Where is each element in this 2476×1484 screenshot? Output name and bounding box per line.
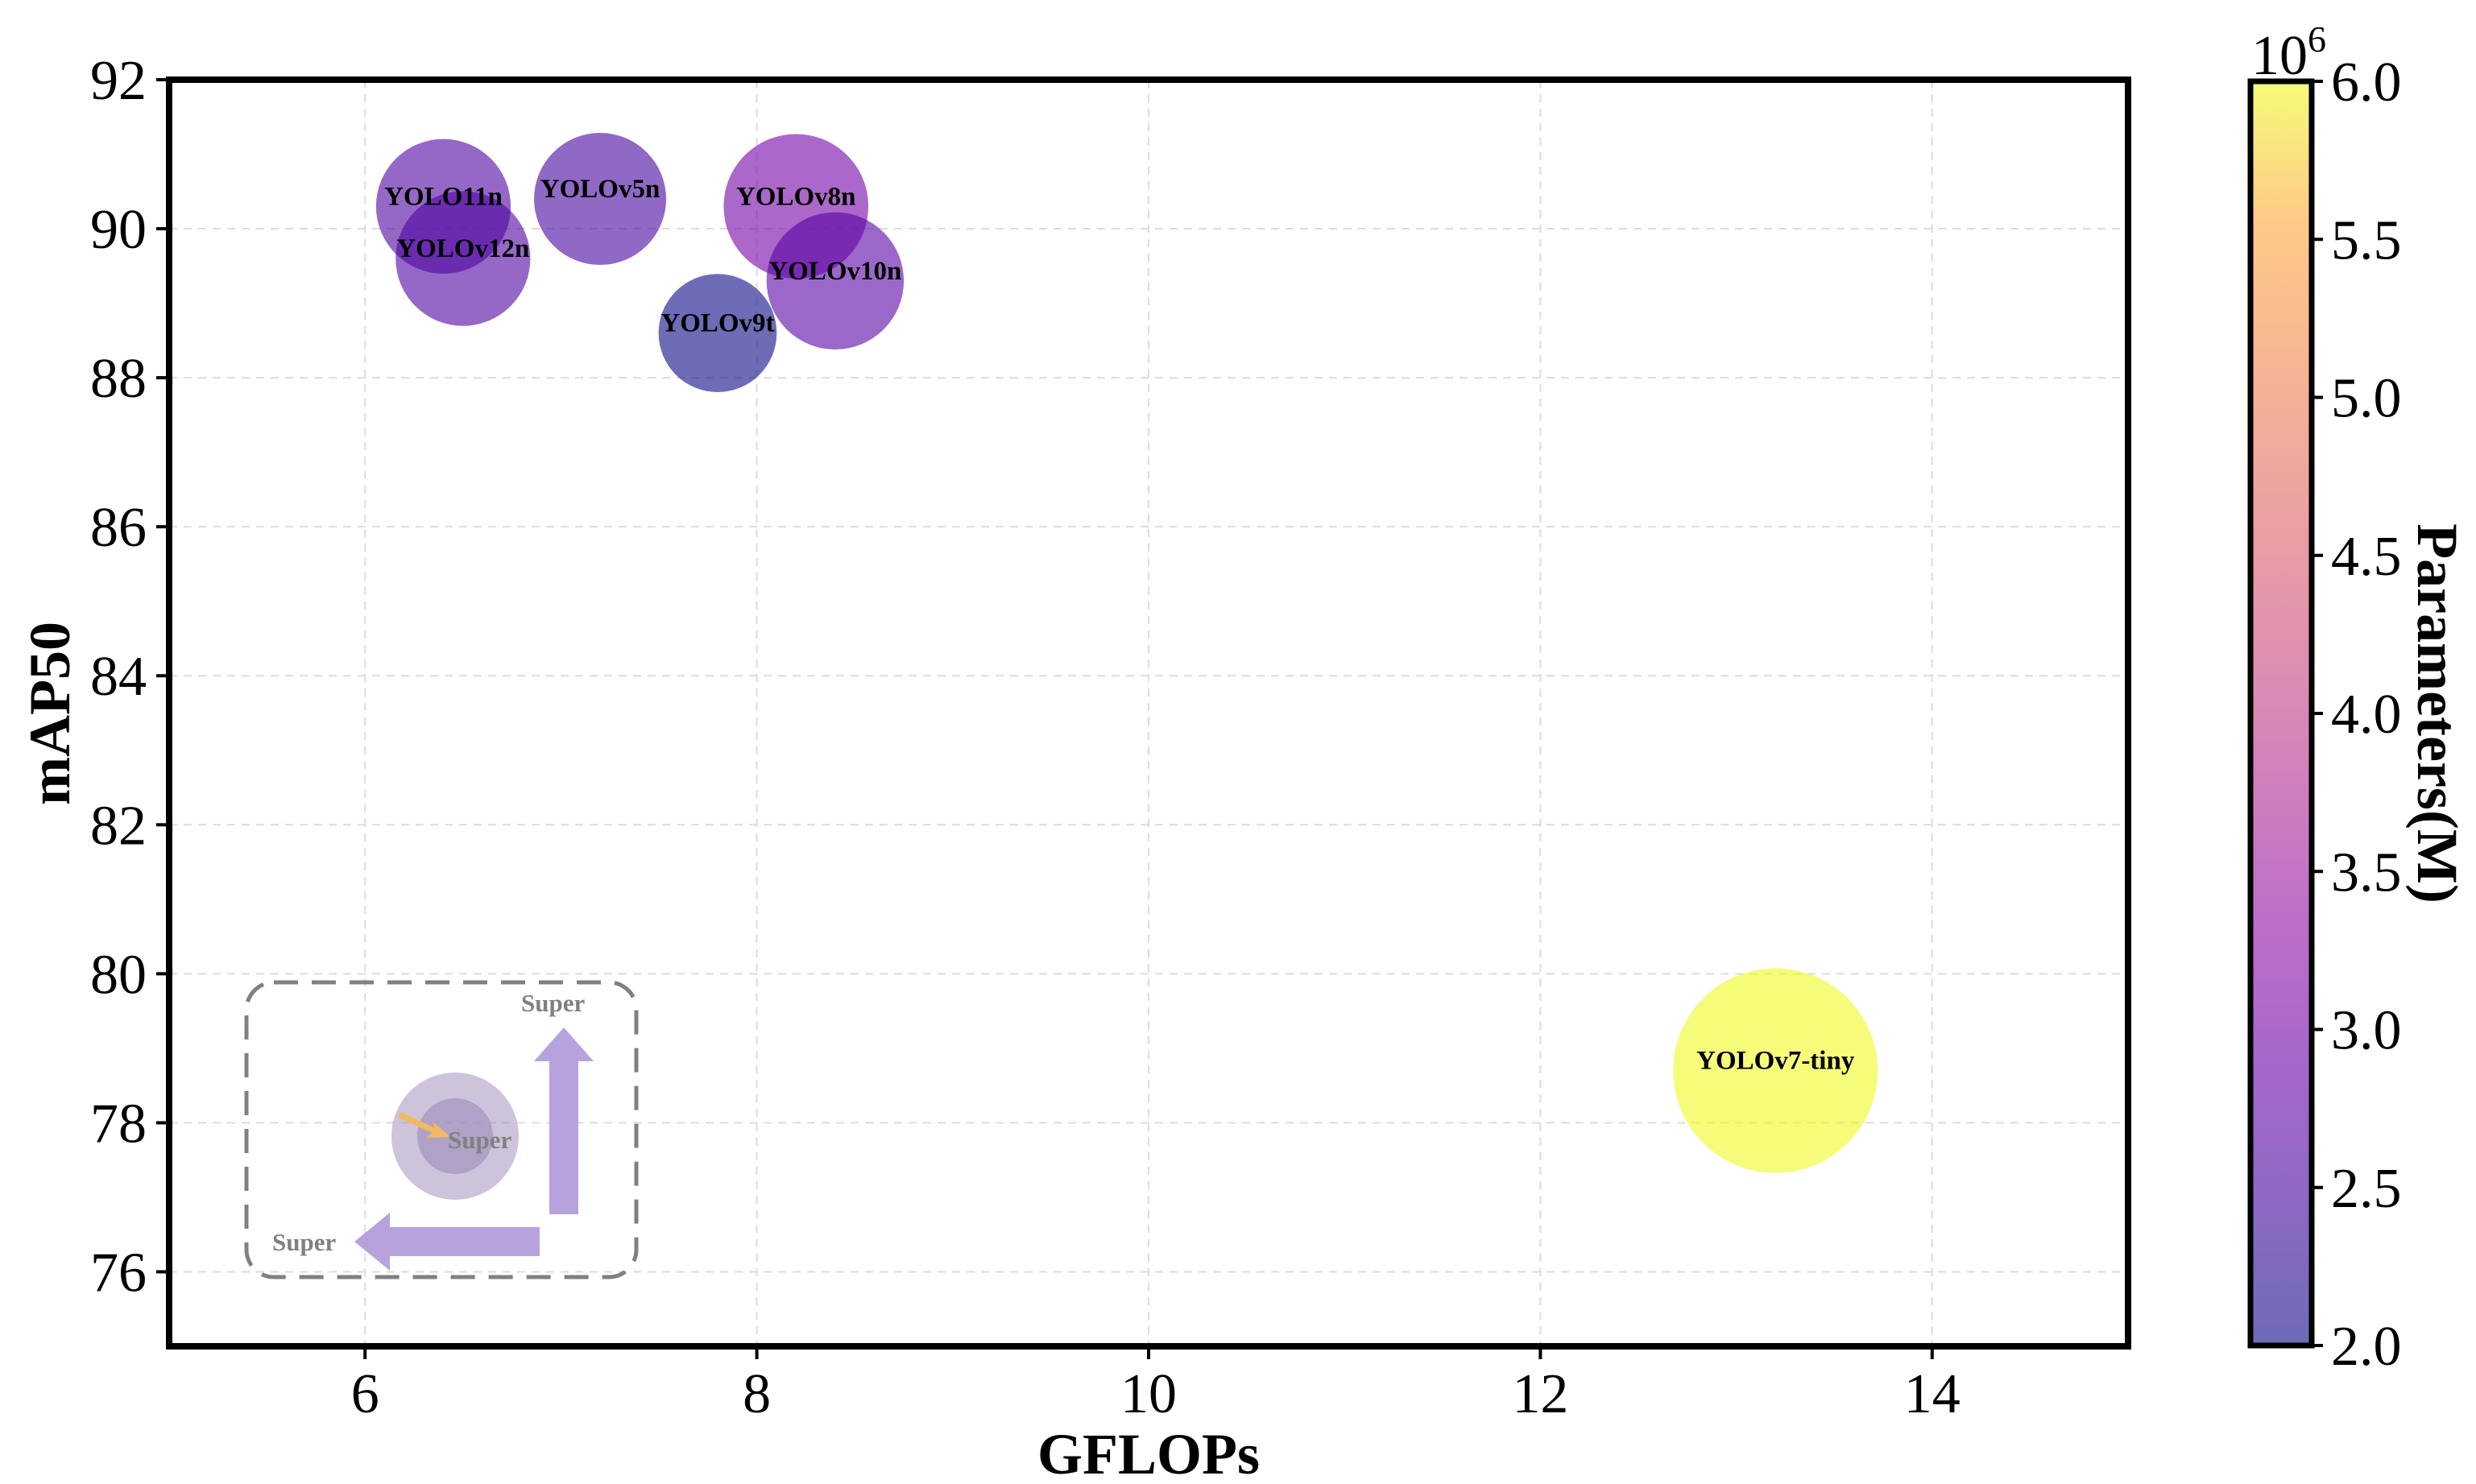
- legend-up-arrow-icon: [534, 1027, 594, 1214]
- x-axis-label: GFLOPs: [1037, 1422, 1260, 1484]
- point-label-yolov9t: YOLOv9t: [660, 309, 774, 338]
- point-label-yolov8n: YOLOv8n: [736, 182, 856, 211]
- colorbar-ticks: 2.0 2.5 3.0 3.5 4.0 4.5 5.0 5.5 6.0: [2312, 52, 2402, 1378]
- y-tick-label: 92: [90, 50, 147, 112]
- colorbar-multiplier: 106: [2251, 19, 2326, 87]
- point-label-yolov5n: YOLOv5n: [540, 175, 660, 204]
- y-tick-label: 88: [90, 348, 147, 410]
- x-tick-label: 10: [1120, 1363, 1177, 1425]
- y-axis-ticks: 76 78 80 82 84 86 88 90 92: [90, 50, 169, 1304]
- legend-label-up: Super: [521, 989, 585, 1017]
- legend-left-arrow-icon: [354, 1213, 540, 1271]
- legend-label-left: Super: [272, 1228, 336, 1256]
- legend-label-center: Super: [448, 1126, 511, 1154]
- data-point-yolov10n: [766, 212, 905, 350]
- colorbar-tick-label: 5.0: [2331, 368, 2402, 430]
- point-label-yolov7-tiny: YOLOv7-tiny: [1696, 1047, 1855, 1076]
- legend-inner-circle: [417, 1098, 493, 1174]
- colorbar-tick-label: 6.0: [2331, 52, 2402, 114]
- colorbar-tick-label: 4.0: [2331, 684, 2402, 746]
- y-tick-label: 82: [90, 795, 147, 857]
- y-tick-label: 80: [90, 944, 147, 1006]
- data-point-yolov5n: [534, 133, 667, 266]
- point-label-yolov12n: YOLOv12n: [396, 234, 529, 263]
- colorbar-tick-label: 4.5: [2331, 526, 2402, 588]
- y-tick-label: 84: [90, 646, 147, 708]
- data-point-yolov12n: [395, 191, 531, 326]
- data-point-yolov7-tiny: [1673, 968, 1878, 1173]
- x-tick-label: 12: [1512, 1363, 1568, 1425]
- legend-small-arrow-icon: [398, 1112, 450, 1138]
- y-tick-label: 86: [90, 497, 147, 559]
- point-label-yolov10n: YOLOv10n: [768, 257, 901, 286]
- colorbar-label: Parameters(M): [2405, 523, 2470, 903]
- data-points: YOLO11n YOLOv12n YOLOv5n YOLOv8n YOLOv10n YOL…: [375, 133, 1878, 1173]
- point-label-yolo11n: YOLO11n: [384, 182, 503, 211]
- y-tick-label: 78: [90, 1093, 147, 1155]
- colorbar: [2247, 78, 2315, 1349]
- legend-box: Super Super Super: [244, 980, 639, 1279]
- colorbar-tick-label: 3.0: [2331, 1000, 2402, 1062]
- x-tick-label: 6: [351, 1363, 379, 1425]
- x-axis-ticks: 6 8 10 12 14: [351, 1346, 1961, 1425]
- y-tick-label: 76: [90, 1242, 147, 1304]
- y-axis-label: mAP50: [18, 622, 82, 805]
- x-tick-label: 14: [1904, 1363, 1961, 1425]
- colorbar-tick-label: 2.0: [2331, 1316, 2402, 1378]
- y-tick-label: 90: [90, 199, 147, 261]
- data-point-yolov9t: [658, 274, 777, 392]
- legend-border: [244, 980, 639, 1279]
- x-tick-label: 8: [743, 1363, 771, 1425]
- colorbar-multiplier-exponent: 6: [2308, 19, 2326, 60]
- colorbar-multiplier-base: 10: [2251, 25, 2308, 87]
- colorbar-tick-label: 3.5: [2331, 841, 2402, 903]
- colorbar-tick-label: 5.5: [2331, 209, 2402, 271]
- colorbar-tick-label: 2.5: [2331, 1158, 2402, 1220]
